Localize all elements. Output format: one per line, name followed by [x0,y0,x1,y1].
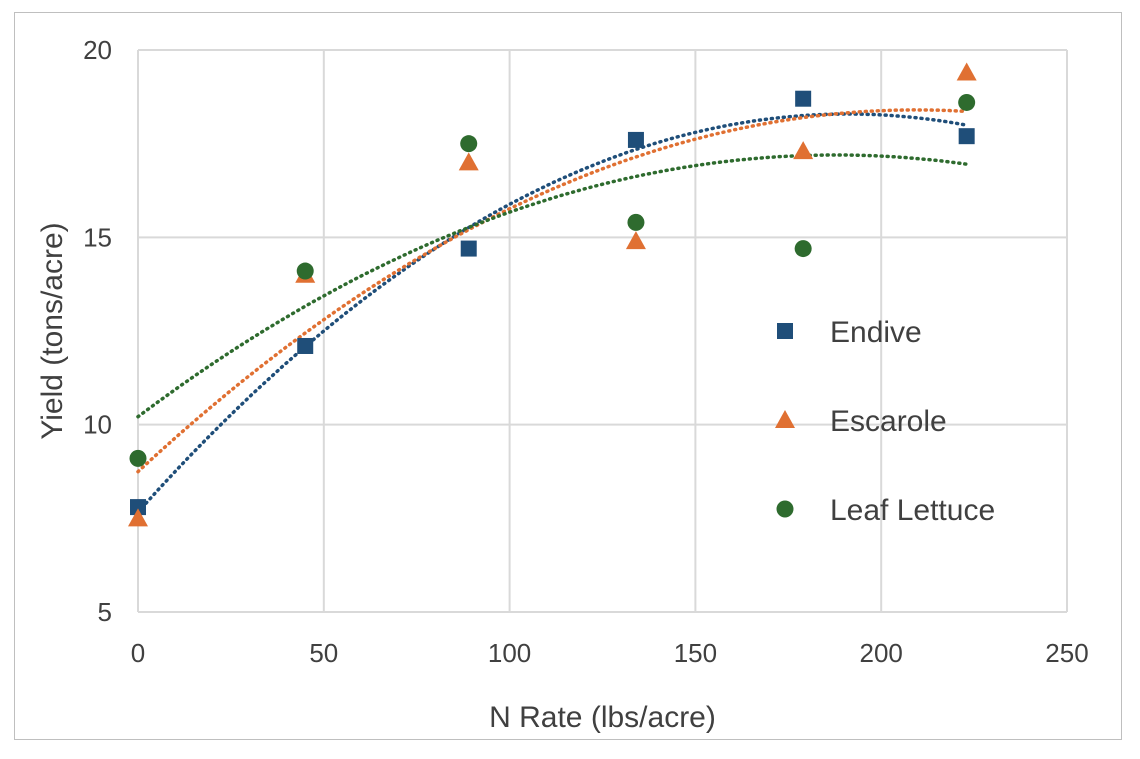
trendline-leaf-lettuce [136,153,969,419]
x-tick-label: 150 [674,638,717,668]
tick-labels: 0 50 100 150 200 250 5 10 15 20 [83,35,1089,668]
x-tick-label: 200 [860,638,903,668]
y-tick-label: 15 [83,222,112,252]
legend-marker-leaf-lettuce [776,500,794,518]
trendlines [136,108,969,514]
leaf-lettuce-point [958,93,976,111]
legend-label-leaf-lettuce: Leaf Lettuce [830,494,995,527]
escarole-point [128,508,148,527]
y-tick-label: 20 [83,35,112,65]
leaf-lettuce-point [296,262,314,280]
leaf-lettuce-point [794,240,812,258]
trendline-endive [136,112,969,514]
y-tick-label: 5 [98,597,112,627]
leaf-lettuce-point [627,213,645,231]
gridlines [137,49,1068,613]
legend-label-escarole: Escarole [830,405,947,438]
data-markers [128,62,977,527]
leaf-lettuce-point [460,135,478,153]
leaf-lettuce-point [129,449,147,467]
endive-point [460,240,477,257]
y-axis-title: Yield (tons/acre) [36,222,69,439]
trendline-escarole [136,108,969,474]
legend-label-endive: Endive [830,316,922,349]
x-axis-title: N Rate (lbs/acre) [489,701,716,734]
x-tick-label: 100 [488,638,531,668]
endive-point [795,90,812,107]
chart-frame [14,12,1122,740]
escarole-point [458,152,479,171]
legend: Endive Escarole Leaf Lettuce [775,316,995,527]
y-tick-label: 10 [83,410,112,440]
endive-point [130,499,146,516]
escarole-point [793,141,814,160]
x-tick-label: 0 [131,638,145,668]
x-tick-label: 50 [309,638,338,668]
legend-marker-escarole [775,410,795,428]
legend-marker-endive [777,323,793,339]
endive-point [627,131,644,148]
endive-point [297,337,314,354]
escarole-point [956,62,977,81]
x-tick-label: 250 [1045,638,1088,668]
endive-point [958,128,975,145]
escarole-point [625,231,646,250]
